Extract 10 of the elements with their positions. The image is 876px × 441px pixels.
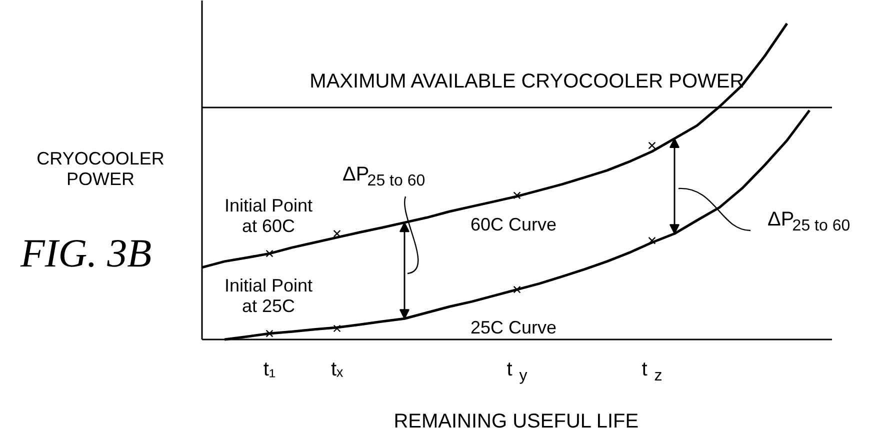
annotation: Initial Point at 60C [224,196,313,236]
caption: FIG. 3B [20,230,152,276]
x-tick-label: tₓ [330,358,344,380]
annotation: 25C Curve [470,318,557,338]
x-tick-label: t₁ [263,358,276,380]
ref-line-label: MAXIMUM AVAILABLE CRYOCOOLER POWER [310,70,744,92]
x-axis-title: REMAINING USEFUL LIFE [394,410,639,432]
annotation: Initial Point at 25C [224,276,313,316]
annotation: 60C Curve [470,214,557,234]
y-axis-title: CRYOCOOLER POWER [36,148,164,190]
